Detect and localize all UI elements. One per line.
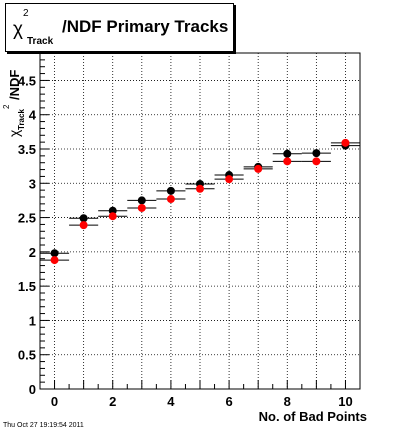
data-point	[312, 149, 321, 158]
data-marks	[40, 138, 360, 265]
x-tick-label: 6	[225, 394, 232, 409]
y-tick-label: 3	[29, 176, 36, 191]
data-point	[196, 184, 204, 193]
data-point	[137, 203, 146, 212]
data-point	[50, 256, 59, 265]
axes	[39, 52, 361, 390]
y-tick-label: 2	[29, 245, 36, 260]
data-point	[166, 186, 175, 195]
x-axis-label: No. of Bad Points	[259, 409, 367, 424]
y-ticks: 0 0.5 1 1.5 2 2.5 3 3.5 4 4.5	[18, 73, 37, 397]
data-point	[312, 157, 321, 166]
data-point	[79, 214, 88, 223]
chart-title: /NDF Primary Tracks	[62, 17, 228, 36]
ylabel-sup: 2	[2, 104, 11, 109]
data-point	[79, 221, 88, 230]
y-tick-label: 1	[29, 313, 36, 328]
x-tick-label: 10	[338, 394, 352, 409]
title-chi: χ	[13, 19, 23, 40]
data-point	[108, 212, 117, 221]
x-ticks: 0 2 4 6 8 10	[51, 394, 353, 409]
y-tick-label: 0	[29, 382, 36, 397]
data-point	[283, 157, 292, 166]
ylabel-sub: Track	[17, 109, 26, 130]
y-tick-label: 1.5	[18, 279, 36, 294]
series-1	[40, 138, 360, 265]
grid	[40, 53, 360, 390]
data-point	[50, 249, 59, 258]
data-point	[254, 164, 263, 173]
data-point	[166, 195, 175, 204]
data-point	[341, 138, 350, 147]
timestamp: Thu Oct 27 19:19:54 2011	[3, 422, 84, 429]
y-tick-label: 0.5	[18, 348, 36, 363]
title-box	[5, 3, 234, 52]
ylabel-chi: χ	[6, 129, 22, 137]
title-sub: Track	[27, 36, 54, 47]
x-tick-label: 0	[51, 394, 58, 409]
title-sup: 2	[23, 8, 29, 19]
x-tick-label: 8	[284, 394, 291, 409]
data-point	[225, 175, 234, 184]
y-tick-label: 4.5	[18, 73, 36, 88]
y-tick-label: 3.5	[18, 142, 36, 157]
data-point	[137, 196, 146, 205]
data-point	[108, 206, 117, 215]
x-tick-label: 2	[109, 394, 116, 409]
x-tick-label: 4	[167, 394, 175, 409]
data-point	[283, 149, 292, 158]
ylabel-rest: /NDF	[7, 70, 22, 100]
y-tick-label: 4	[29, 108, 37, 123]
y-tick-label: 2.5	[18, 211, 36, 226]
